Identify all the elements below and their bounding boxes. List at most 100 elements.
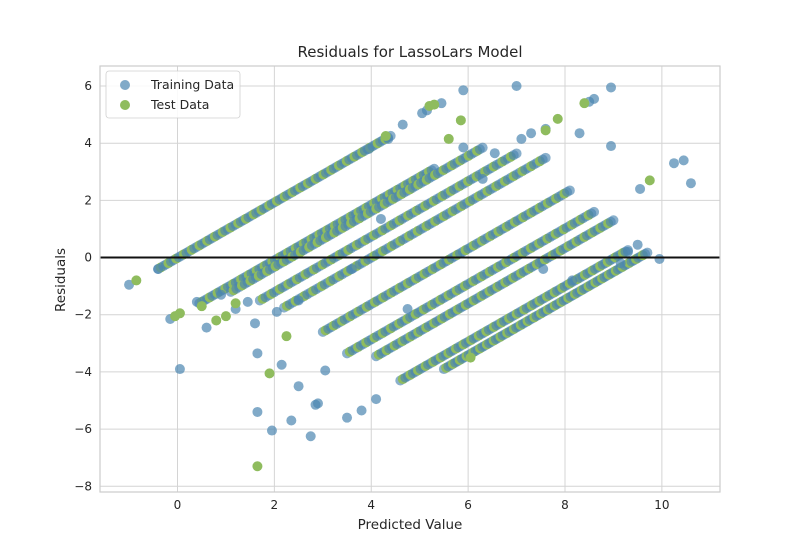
y-tick-label: 6 [84, 79, 92, 93]
legend-marker-test [120, 100, 130, 110]
training-point [589, 93, 600, 104]
scatter-points [124, 81, 696, 472]
training-point [356, 405, 367, 416]
x-tick-label: 10 [654, 498, 669, 512]
x-tick-label: 2 [271, 498, 279, 512]
y-tick-label: −4 [74, 365, 92, 379]
training-point [293, 295, 304, 306]
training-point [477, 173, 488, 184]
training-point [608, 215, 619, 226]
test-point [131, 275, 142, 286]
training-point [242, 296, 253, 307]
training-point [371, 394, 382, 405]
test-point [540, 125, 551, 136]
x-tick-label: 8 [561, 498, 569, 512]
axes-frame [99, 65, 721, 493]
training-point [635, 183, 646, 194]
training-point [174, 364, 185, 375]
test-point [196, 301, 207, 312]
training-point [293, 381, 304, 392]
training-point [312, 398, 323, 409]
training-point [606, 82, 617, 93]
test-point [552, 113, 563, 124]
training-point [363, 143, 374, 154]
training-point [567, 275, 578, 286]
test-point [252, 461, 263, 472]
test-point [644, 175, 655, 186]
training-point [216, 289, 227, 300]
test-point [281, 331, 292, 342]
y-tick-label: −8 [74, 479, 92, 493]
x-tick-label: 6 [464, 498, 472, 512]
y-tick-label: −6 [74, 422, 92, 436]
y-tick-label: −2 [74, 308, 92, 322]
legend-label-test: Test Data [150, 97, 209, 112]
training-point [320, 365, 331, 376]
y-axis-label: Residuals [53, 248, 69, 312]
training-point [606, 141, 617, 152]
test-point [211, 315, 222, 326]
training-point [124, 279, 135, 290]
x-axis-label: Predicted Value [358, 517, 463, 533]
test-point [579, 98, 590, 109]
training-point [511, 81, 522, 92]
training-point [266, 425, 277, 436]
legend-label-training: Training Data [150, 77, 234, 92]
training-point [458, 85, 469, 96]
x-tick-label: 4 [367, 498, 375, 512]
residual-bands [153, 130, 653, 386]
training-point [271, 306, 282, 317]
y-tick-label: 4 [84, 136, 92, 150]
test-point [465, 352, 476, 363]
training-point [589, 206, 600, 217]
legend-box [105, 70, 241, 119]
test-point [443, 133, 454, 144]
training-point [286, 415, 297, 426]
training-point [276, 359, 287, 370]
training-point [153, 263, 164, 274]
training-point [632, 239, 643, 250]
training-point [615, 258, 626, 269]
tick-labels: 0 2 4 6 8 10 −8 −6 −4 −2 0 2 4 6 [74, 79, 669, 512]
training-point [489, 148, 500, 159]
training-point [252, 348, 263, 359]
training-point [642, 247, 653, 258]
x-tick-label: 0 [174, 498, 182, 512]
test-point [455, 115, 466, 126]
training-point [516, 133, 527, 144]
training-point [654, 253, 665, 264]
plot-frame [99, 65, 721, 493]
training-point [540, 152, 551, 163]
test-point [230, 298, 241, 309]
training-point [458, 142, 469, 153]
training-point [250, 318, 260, 329]
training-point [477, 142, 488, 153]
test-point [380, 131, 391, 142]
training-point [346, 263, 357, 274]
test-point [220, 311, 231, 322]
legend-marker-training [120, 80, 130, 90]
training-point [526, 128, 537, 139]
training-point [397, 119, 408, 130]
training-point [622, 246, 633, 257]
training-point [201, 322, 212, 333]
training-point [538, 263, 549, 274]
training-point [511, 148, 522, 159]
training-point [402, 304, 413, 315]
training-point [375, 213, 386, 224]
training-point [574, 128, 585, 139]
training-point [668, 158, 679, 169]
test-point [264, 368, 275, 379]
test-point [174, 308, 185, 319]
training-point [564, 185, 575, 196]
training-point [305, 431, 316, 442]
training-point [678, 155, 689, 166]
chart-title: Residuals for LassoLars Model [297, 43, 522, 61]
legend: Training Data Test Data [105, 70, 241, 119]
y-tick-label: 0 [84, 251, 92, 265]
training-point [252, 406, 263, 417]
y-tick-label: 2 [84, 193, 92, 207]
training-point [685, 178, 696, 189]
